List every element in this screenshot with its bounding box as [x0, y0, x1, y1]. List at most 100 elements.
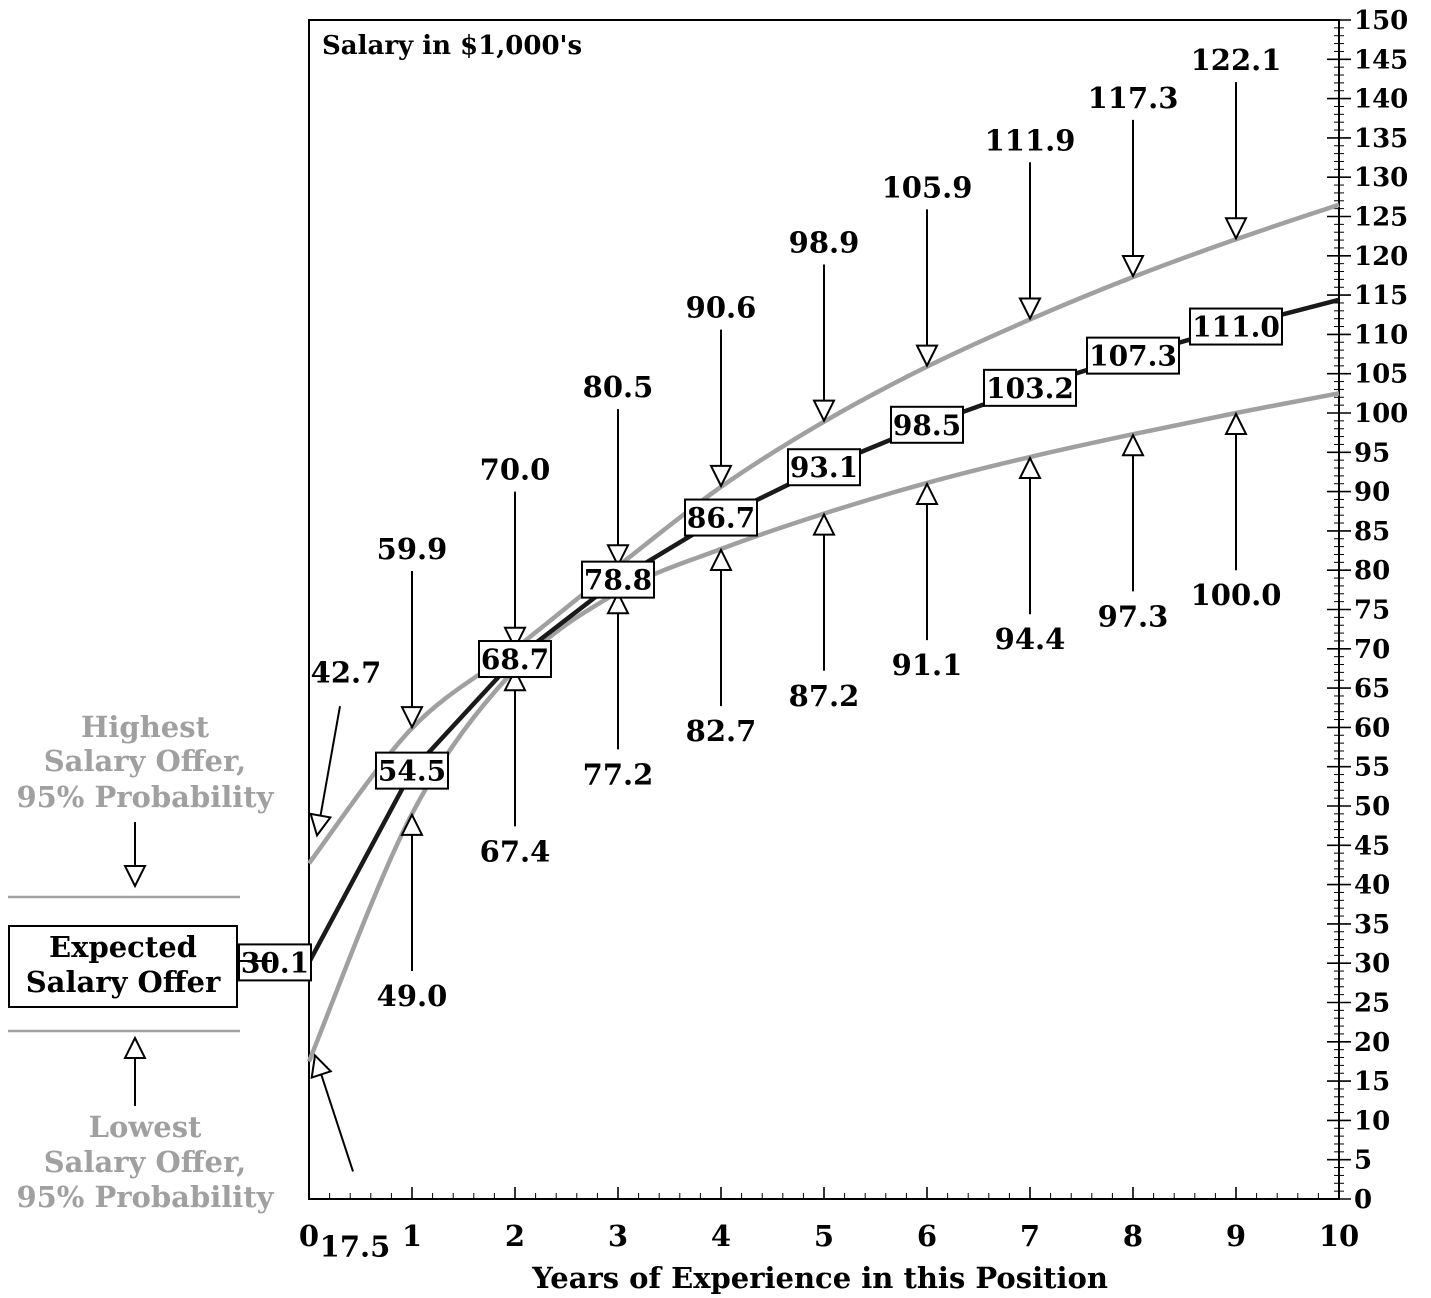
x-tick-label: 7 — [1020, 1219, 1040, 1253]
high-arrow — [1224, 82, 1248, 241]
low-value-label: 82.7 — [686, 714, 757, 748]
y-tick-label: 125 — [1354, 203, 1408, 233]
y-tick-label: 115 — [1354, 281, 1408, 311]
low-arrow-head-icon — [1018, 455, 1042, 480]
high-value-label: 122.1 — [1191, 43, 1282, 77]
high-value-label: 105.9 — [882, 170, 973, 204]
low-arrow-head-icon — [915, 481, 939, 505]
expected-value-label: 78.8 — [584, 564, 652, 597]
high-value-label: 98.9 — [789, 225, 860, 259]
low-value-label: 77.2 — [583, 757, 654, 791]
y-tick-label: 150 — [1354, 6, 1408, 36]
expected-value-box: 98.5 — [890, 405, 964, 444]
low-value-label: 17.5 — [320, 1230, 391, 1264]
high-arrow — [709, 329, 733, 489]
expected-value-box: 111.0 — [1189, 307, 1283, 346]
legend-expected: Expected Salary Offer — [26, 930, 221, 999]
y-tick-label: 10 — [1354, 1106, 1390, 1136]
y-tick-label: 45 — [1354, 831, 1390, 861]
expected-value-label: 93.1 — [790, 451, 858, 484]
y-tick-label: 90 — [1354, 478, 1390, 508]
low-value-label: 87.2 — [789, 679, 860, 713]
high-arrow-head-icon — [1224, 217, 1248, 241]
low-value-label: 94.4 — [995, 622, 1066, 656]
expected-value-box-frame — [890, 405, 964, 444]
y-tick-label: 20 — [1354, 1028, 1390, 1058]
low-arrow-head-icon — [1224, 411, 1248, 435]
y-tick-label: 5 — [1354, 1146, 1372, 1176]
y-tick-label: 145 — [1354, 45, 1408, 75]
expected-value-label: 68.7 — [481, 643, 549, 676]
y-tick-label: 80 — [1354, 556, 1390, 586]
x-tick-label: 0 — [299, 1219, 319, 1253]
low-value-label: 49.0 — [377, 979, 448, 1013]
series-line-high — [307, 202, 1340, 865]
x-tick-label: 1 — [402, 1219, 422, 1253]
y-tick-label: 35 — [1354, 910, 1390, 940]
low-arrow — [503, 667, 527, 827]
high-arrow-head-icon — [309, 812, 333, 838]
expected-value-label: 103.2 — [986, 372, 1074, 405]
legend-lowest-line1: Lowest — [89, 1110, 202, 1144]
high-arrow-head-icon — [915, 344, 939, 368]
expected-value-label: 107.3 — [1089, 340, 1177, 373]
expected-value-box: 86.7 — [684, 498, 758, 537]
high-value-label: 70.0 — [480, 453, 551, 487]
expected-value-box-frame — [375, 751, 449, 790]
x-tick-label: 4 — [711, 1219, 731, 1253]
high-value-label: 90.6 — [686, 291, 757, 325]
y-tick-label: 0 — [1354, 1185, 1372, 1215]
legend-highest: Highest Salary Offer, 95% Probability — [16, 710, 274, 814]
high-arrow — [400, 570, 424, 730]
expected-value-box: 93.1 — [787, 448, 861, 487]
y-tick-label: 15 — [1354, 1067, 1390, 1097]
x-tick-label: 10 — [1319, 1219, 1359, 1253]
expected-value-box-frame — [684, 498, 758, 537]
chart-title: Salary in $1,000's — [322, 31, 582, 61]
expected-value-box-frame — [787, 448, 861, 487]
expected-value-box: 103.2 — [983, 368, 1077, 407]
y-tick-label: 85 — [1354, 517, 1390, 547]
legend-arrow-up-icon — [123, 1035, 147, 1059]
legend-expected-line2: Salary Offer — [26, 965, 221, 999]
y-tick-label: 95 — [1354, 438, 1390, 468]
y-tick-label: 120 — [1354, 242, 1408, 272]
legend-highest-line1: Highest — [81, 710, 210, 744]
low-arrow — [915, 481, 939, 641]
y-tick-label: 100 — [1354, 399, 1408, 429]
legend-expected-box — [8, 925, 238, 1008]
expected-value-box-frame — [581, 560, 655, 599]
low-arrow-stem — [320, 1074, 354, 1172]
y-tick-label: 110 — [1354, 320, 1408, 350]
bound-arrows: 59.9 49.0 70.0 67.4 80.5 77.2 90.6 82.7 98.9 87.2… — [309, 43, 1282, 1264]
y-tick-label: 40 — [1354, 871, 1390, 901]
expected-value-boxes: 30.1 54.5 68.7 78.8 86.7 93.1 98.5 103.2 107.3 11… — [238, 307, 1283, 982]
expected-value-box: 78.8 — [581, 560, 655, 599]
high-arrow — [606, 409, 630, 568]
x-tick-label: 2 — [505, 1219, 525, 1253]
low-arrow-head-icon — [400, 812, 424, 836]
y-tick-label: 55 — [1354, 753, 1390, 783]
expected-value-label: 98.5 — [893, 409, 961, 442]
low-arrow — [1018, 455, 1042, 615]
x-axis: 0 1 2 3 4 5 6 7 8 9 10 — [299, 1187, 1359, 1253]
y-tick-label: 105 — [1354, 360, 1408, 390]
high-arrow-head-icon — [709, 464, 733, 489]
low-arrow — [400, 812, 424, 972]
high-arrow — [1018, 162, 1042, 321]
series-line-low — [306, 391, 1340, 1063]
high-arrow-head-icon — [812, 399, 836, 423]
high-value-label: 117.3 — [1088, 81, 1179, 115]
y-tick-label: 30 — [1354, 949, 1390, 979]
low-arrow — [310, 1053, 354, 1172]
x-tick-label: 8 — [1123, 1219, 1143, 1253]
low-arrow-head-icon — [310, 1053, 333, 1080]
x-axis-label: Years of Experience in this Position — [531, 1261, 1108, 1295]
expected-value-box: 107.3 — [1086, 336, 1180, 375]
high-arrow — [915, 209, 939, 368]
legend-highest-line2: Salary Offer, — [44, 744, 247, 778]
expected-value-box-frame — [478, 640, 552, 679]
low-arrow — [606, 590, 630, 750]
y-tick-label: 130 — [1354, 163, 1408, 193]
